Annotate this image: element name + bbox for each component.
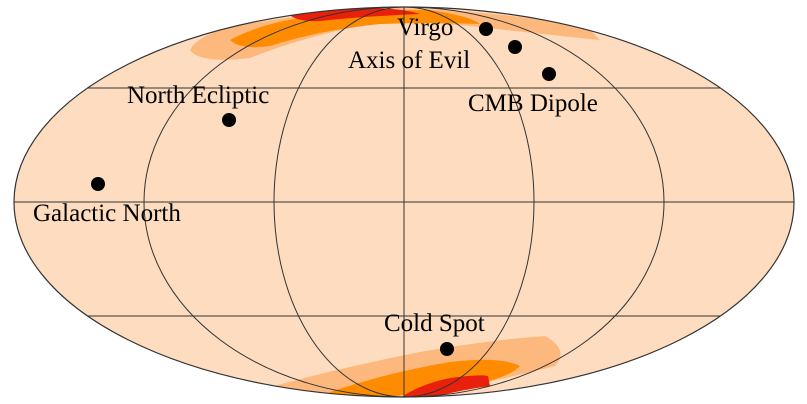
markers [91,22,556,356]
point-label: Axis of Evil [348,47,470,74]
point-label: North Ecliptic [127,82,269,109]
marker [542,67,556,81]
marker [440,342,454,356]
point-label: CMB Dipole [468,90,598,117]
marker [479,22,493,36]
point-label: Cold Spot [384,310,485,337]
marker [91,177,105,191]
marker [508,40,522,54]
point-label: Virgo [397,14,453,41]
point-label: Galactic North [33,200,181,227]
marker [222,113,236,127]
sky-outline [13,6,795,398]
contours [190,8,600,397]
